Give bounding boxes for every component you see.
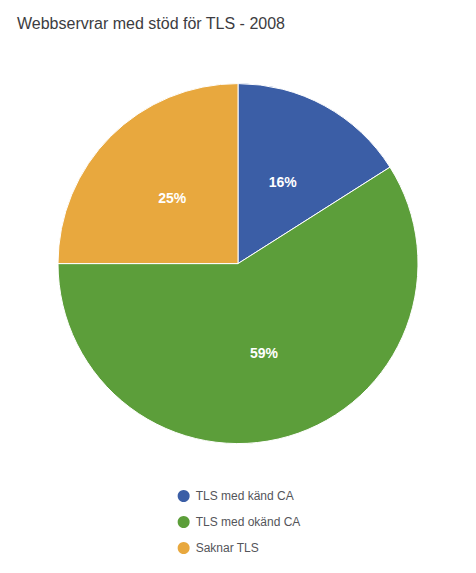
svg-text:16%: 16% [269, 174, 298, 190]
svg-text:TLS med känd CA: TLS med känd CA [196, 489, 294, 503]
svg-text:25%: 25% [158, 190, 187, 206]
svg-text:Webbservrar med stöd för TLS -: Webbservrar med stöd för TLS - 2008 [17, 15, 285, 32]
svg-text:TLS med okänd CA: TLS med okänd CA [196, 515, 301, 529]
svg-text:Saknar TLS: Saknar TLS [196, 541, 259, 555]
svg-text:59%: 59% [250, 345, 279, 361]
